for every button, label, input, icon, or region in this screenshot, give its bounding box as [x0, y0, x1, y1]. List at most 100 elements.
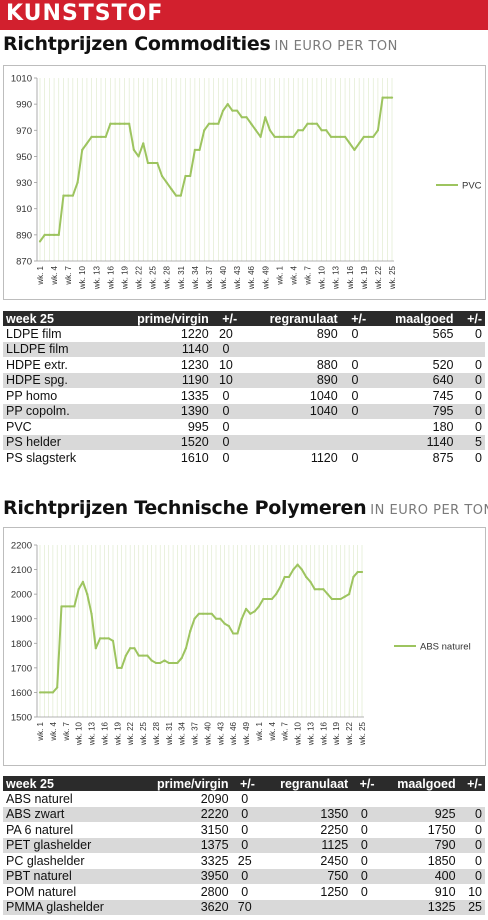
- regranulaat-price: [257, 899, 352, 915]
- header-maalgoed: maalgoed: [377, 776, 459, 791]
- x-tick-label: wk. 19: [113, 721, 122, 746]
- table-row: PA 6 naturel 3150 0 2250 0 1750 0: [3, 822, 485, 838]
- x-tick-label: wk. 43: [216, 721, 225, 746]
- data-point: [315, 122, 319, 125]
- x-tick-label: wk. 4: [268, 721, 277, 741]
- header-regranulaat-change: +/-: [351, 776, 378, 791]
- data-point: [259, 135, 262, 138]
- x-tick-label: wk. 37: [191, 721, 200, 746]
- regranulaat-change: 0: [351, 837, 378, 853]
- regranulaat-price: 880: [240, 357, 341, 373]
- prime-change: 0: [231, 837, 258, 853]
- data-point: [348, 593, 351, 596]
- regranulaat-change: [340, 419, 370, 435]
- header-maalgoed-change: +/-: [458, 776, 485, 791]
- data-point: [48, 233, 51, 236]
- prime-price: 1390: [106, 403, 212, 419]
- data-point: [184, 174, 187, 178]
- data-point: [287, 135, 290, 138]
- data-point: [184, 647, 188, 650]
- product-name: PS helder: [3, 434, 107, 450]
- section-banner: KUNSTSTOF: [0, 0, 488, 30]
- maalgoed-price: 400: [377, 868, 459, 884]
- data-point: [150, 659, 153, 662]
- data-point: [113, 122, 117, 125]
- maalgoed-change: 10: [458, 884, 485, 900]
- data-point: [236, 632, 239, 635]
- prime-price: 2800: [133, 884, 232, 900]
- table-row: ABS naturel 2090 0: [3, 791, 485, 807]
- product-name: POM naturel: [3, 884, 134, 900]
- regranulaat-price: 1040: [240, 388, 341, 404]
- x-tick-label: wk. 13: [306, 721, 315, 746]
- data-point: [254, 129, 257, 132]
- prime-change: 20: [211, 326, 241, 342]
- x-tick-label: wk. 13: [88, 721, 97, 746]
- prime-price: 2220: [133, 806, 232, 822]
- x-tick-label: wk. 1: [36, 721, 45, 741]
- header-regranulaat-change: +/-: [340, 311, 370, 326]
- data-point: [86, 593, 89, 596]
- x-tick-label: wk. 7: [304, 265, 313, 285]
- x-tick-label: wk. 7: [64, 265, 73, 285]
- data-point: [56, 686, 59, 689]
- regranulaat-price: 890: [240, 326, 341, 342]
- x-tick-label: wk. 34: [191, 265, 200, 290]
- data-point: [296, 563, 299, 566]
- maalgoed-change: 0: [458, 806, 485, 822]
- maalgoed-price: 180: [369, 419, 457, 435]
- maalgoed-price: 640: [369, 372, 457, 388]
- x-tick-label: wk. 40: [219, 265, 228, 290]
- prime-change: 0: [231, 868, 258, 884]
- maalgoed-change: 0: [458, 853, 485, 869]
- maalgoed-price: 1750: [377, 822, 459, 838]
- prime-price: 3950: [133, 868, 232, 884]
- commodities-title-text: Richtprijzen Commodities: [3, 33, 271, 55]
- y-tick-label: 1600: [11, 688, 32, 699]
- data-point: [123, 122, 126, 125]
- x-tick-label: wk. 16: [100, 721, 109, 746]
- y-tick-label: 2100: [11, 565, 32, 576]
- regranulaat-price: [240, 419, 341, 435]
- x-tick-label: wk. 31: [165, 721, 174, 746]
- x-tick-label: wk. 7: [62, 721, 71, 741]
- data-point: [283, 575, 286, 579]
- data-point: [90, 612, 93, 615]
- regranulaat-price: 1120: [240, 450, 341, 466]
- data-point: [94, 647, 97, 650]
- technische-title-text: Richtprijzen Technische Polymeren: [3, 497, 367, 519]
- data-point: [81, 580, 85, 583]
- x-tick-label: wk. 4: [289, 265, 298, 285]
- regranulaat-change: 0: [351, 884, 378, 900]
- table-row: HDPE spg. 1190 10 890 0 640 0: [3, 372, 485, 388]
- regranulaat-price: 750: [257, 868, 352, 884]
- regranulaat-price: 1350: [257, 806, 352, 822]
- maalgoed-change: 25: [458, 899, 485, 915]
- data-point: [376, 129, 380, 132]
- data-point: [118, 122, 121, 125]
- data-point: [129, 647, 132, 650]
- product-name: PC glashelder: [3, 853, 134, 869]
- data-point: [322, 588, 325, 591]
- maalgoed-change: 0: [456, 419, 485, 435]
- data-point: [156, 161, 159, 165]
- technische-unit: IN EURO PER TON: [370, 503, 488, 518]
- x-tick-label: wk. 13: [332, 265, 341, 290]
- maalgoed-price: 910: [377, 884, 459, 900]
- header-week: week 25: [3, 311, 107, 326]
- data-point: [282, 135, 286, 138]
- product-name: PP copolm.: [3, 403, 107, 419]
- maalgoed-change: 0: [456, 372, 485, 388]
- data-point: [244, 607, 248, 610]
- data-point: [236, 109, 239, 112]
- data-point: [362, 135, 365, 138]
- regranulaat-change: [340, 341, 370, 357]
- data-point: [206, 612, 209, 615]
- prime-price: 2090: [133, 791, 232, 807]
- data-point: [124, 654, 127, 657]
- data-point: [311, 122, 314, 125]
- data-point: [381, 96, 384, 99]
- maalgoed-price: 925: [377, 806, 459, 822]
- regranulaat-change: 0: [351, 806, 378, 822]
- data-point: [151, 161, 154, 165]
